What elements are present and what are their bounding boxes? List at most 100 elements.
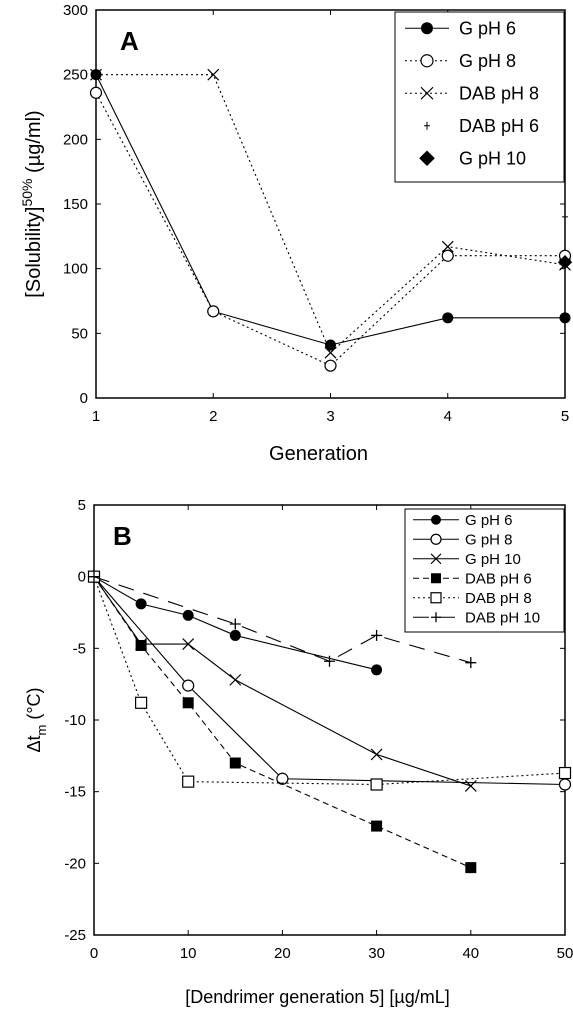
legend-label: G pH 10 xyxy=(465,551,521,568)
legend-label: DAB pH 8 xyxy=(459,84,539,104)
x-tick-label: 20 xyxy=(274,945,291,962)
legend-label: DAB pH 6 xyxy=(459,116,539,136)
legend-entry: G pH 6 xyxy=(405,19,516,39)
series-line xyxy=(96,74,566,354)
data-point xyxy=(465,862,477,874)
x-tick-label: 4 xyxy=(444,408,452,425)
data-point xyxy=(371,820,383,832)
data-point xyxy=(558,766,572,780)
legend-swatch-marker xyxy=(431,514,441,525)
x-tick-label: 50 xyxy=(557,945,573,962)
legend-swatch-marker xyxy=(431,612,441,623)
legend-label: DAB pH 10 xyxy=(465,610,540,627)
data-point xyxy=(229,673,242,686)
x-axis-title: [Dendrimer generation 5] [µg/mL] xyxy=(185,987,450,1007)
data-point xyxy=(558,778,572,791)
legend-entry: DAB pH 8 xyxy=(413,590,532,607)
y-axis-title-superscript: 50% xyxy=(19,179,35,207)
legend-swatch-marker xyxy=(424,121,430,130)
y-axis-title: Δtm (°C) xyxy=(24,687,49,752)
series-g-ph-8 xyxy=(89,86,572,372)
legend-swatch-marker xyxy=(419,150,435,167)
legend-entry: G pH 8 xyxy=(413,532,513,549)
y-axis-title-unit: (°C) xyxy=(24,687,44,724)
data-point xyxy=(464,780,477,792)
data-point xyxy=(371,629,383,641)
legend-swatch-marker xyxy=(430,553,442,565)
legend-box xyxy=(404,508,565,633)
legend-swatch-marker xyxy=(420,86,434,100)
y-axis-title: [Solubility]50% (µg/ml) xyxy=(19,110,45,297)
legend-entry: G pH 6 xyxy=(413,512,513,529)
y-tick-label: 50 xyxy=(71,325,88,342)
data-point xyxy=(182,679,195,692)
legend: G pH 6 G pH 8 G pH 10 DAB pH 6 DAB pH 8 DAB p… xyxy=(404,508,565,633)
data-point xyxy=(135,639,147,651)
data-point xyxy=(135,696,148,709)
data-point xyxy=(324,655,335,667)
series-line xyxy=(93,576,471,787)
chart-panel-a: 1 2 3 4 5050100150200250300Generation[Solubi… xyxy=(19,2,573,465)
y-axis-title-subscript: m xyxy=(34,725,49,736)
series-dab-ph-10 xyxy=(88,571,477,669)
data-point xyxy=(465,657,477,669)
data-point xyxy=(559,312,571,324)
legend-label: DAB pH 8 xyxy=(465,590,532,607)
data-point xyxy=(207,305,220,318)
x-tick-label: 1 xyxy=(92,408,100,425)
series-line xyxy=(93,576,472,869)
legend-swatch-marker xyxy=(431,573,441,584)
legend-entry: G pH 8 xyxy=(405,51,516,71)
data-point xyxy=(89,86,103,99)
data-point xyxy=(441,240,454,253)
legend-label: G pH 8 xyxy=(465,532,513,549)
legend-entry: DAB pH 6 xyxy=(413,571,532,588)
y-tick-label: -20 xyxy=(64,855,86,872)
data-point xyxy=(324,346,337,359)
data-point xyxy=(182,775,195,788)
x-tick-label: 2 xyxy=(209,408,217,425)
series-dab-ph-6 xyxy=(562,212,568,221)
y-tick-label: 150 xyxy=(63,196,88,213)
data-point xyxy=(229,757,241,769)
legend: G pH 6 G pH 8 DAB pH 8 DAB pH 6 G pH 10 xyxy=(394,11,565,183)
y-tick-label: 5 xyxy=(78,497,86,514)
y-tick-label: -10 xyxy=(64,712,86,729)
x-tick-label: 40 xyxy=(462,945,479,962)
legend-entry: G pH 10 xyxy=(419,149,526,169)
y-tick-label: 200 xyxy=(63,131,88,148)
y-tick-label: -15 xyxy=(64,784,86,801)
y-tick-label: -25 xyxy=(64,927,86,944)
series-g-ph-8 xyxy=(87,570,572,791)
panel-label: B xyxy=(113,521,132,551)
x-axis-title: Generation xyxy=(269,443,368,465)
x-tick-label: 5 xyxy=(561,408,569,425)
y-tick-label: 100 xyxy=(63,261,88,278)
data-point xyxy=(324,359,337,372)
y-tick-label: -5 xyxy=(73,640,86,657)
y-tick-label: 0 xyxy=(80,390,88,407)
data-point xyxy=(90,68,102,81)
data-point xyxy=(325,339,336,351)
data-point xyxy=(370,748,383,761)
legend-entry: DAB pH 10 xyxy=(413,610,540,627)
data-point xyxy=(207,68,220,81)
x-tick-label: 0 xyxy=(90,945,98,962)
data-point xyxy=(229,618,241,630)
legend-entry: DAB pH 6 xyxy=(424,116,539,136)
data-point xyxy=(371,664,383,676)
legend-swatch-marker xyxy=(421,22,433,35)
legend-swatch-marker xyxy=(430,592,442,604)
legend-swatch-marker xyxy=(420,54,434,68)
data-point xyxy=(557,255,573,270)
y-tick-label: 250 xyxy=(63,67,88,84)
legend-label: G pH 8 xyxy=(459,51,516,71)
x-tick-label: 3 xyxy=(326,408,334,425)
data-point xyxy=(370,778,383,791)
data-point xyxy=(562,212,568,221)
chart-panel-b: 0 10 20 30 40 50 -25 -20 -15 -10 -5 0 5 [Dendrimer ge… xyxy=(24,497,573,1007)
data-point xyxy=(182,638,195,650)
series-line xyxy=(93,576,566,786)
legend-entry: G pH 10 xyxy=(413,551,521,568)
